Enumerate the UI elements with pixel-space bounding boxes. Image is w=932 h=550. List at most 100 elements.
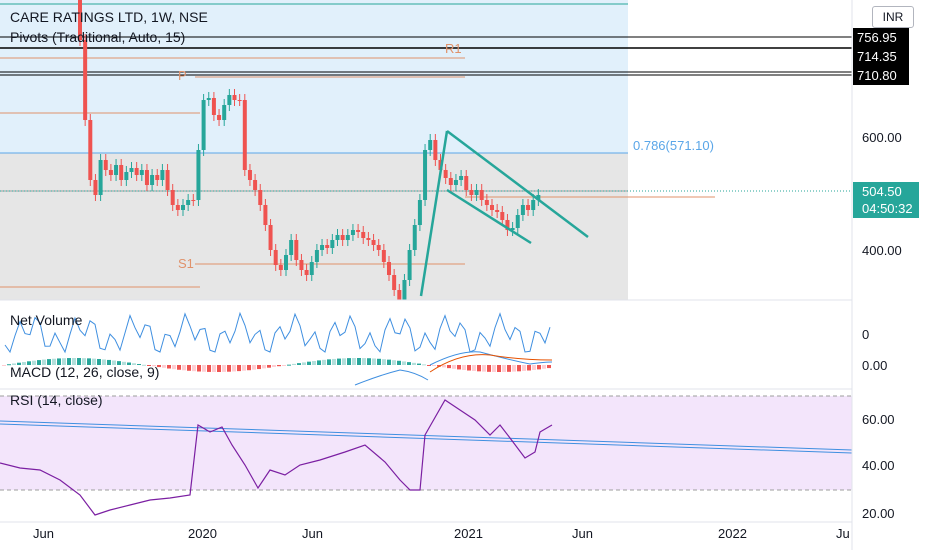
macd-bar [97,358,101,365]
macd-bar [152,365,156,367]
candle-body [469,190,474,195]
macd-bar [537,365,541,370]
macd-bar [92,358,96,365]
candle-body [181,205,185,210]
macd-bar [512,365,516,372]
candle-body [237,100,242,101]
macd-bar [262,365,266,369]
net-volume-legend[interactable]: Net Volume [10,312,83,328]
candle-body [98,160,103,195]
time-label-2020: 2020 [188,526,217,541]
rsi-axis-label-40: 40.00 [862,458,895,473]
time-label-jun-2019: Jun [33,526,54,541]
macd-bar [217,365,221,372]
macd-bar [327,359,331,365]
macd-bar [202,365,206,372]
macd-bar [482,365,486,372]
macd-bar [57,358,61,365]
price-level-tag-3[interactable]: 710.80 [853,66,909,85]
macd-bar [197,365,201,372]
candle-body [88,120,93,180]
macd-bar [457,365,461,370]
macd-bar [147,365,151,366]
candle-body [356,230,361,232]
candle-body [453,180,458,185]
candle-body [320,245,325,250]
candle-body [114,165,119,175]
macd-legend[interactable]: MACD (12, 26, close, 9) [10,364,160,380]
candle-body [381,250,386,262]
macd-bar [267,365,271,368]
candle-body [350,230,355,235]
macd-bar [467,365,471,371]
time-label-jun-2021: Jun [572,526,593,541]
macd-bar [472,365,476,371]
candle-body [284,255,288,270]
macd-bar [387,359,391,365]
candle-body [232,95,237,100]
rsi-trendline-b[interactable] [0,423,853,454]
macd-bar [367,358,371,365]
macd-bar [532,365,536,370]
macd-bar [522,365,526,371]
candle-body [253,180,258,190]
flag-upper-trendline[interactable] [446,130,589,238]
candle-body [201,100,206,150]
candle-body [335,235,340,240]
macd-bar [67,358,71,365]
macd-bar [172,365,176,370]
macd-bar [487,365,491,372]
candle-body [289,240,294,255]
macd-bar [452,365,456,369]
candle-body [93,180,98,195]
candle-body [423,150,428,200]
time-label-2022: 2022 [718,526,747,541]
candle-body [479,190,484,200]
macd-bar [112,360,116,365]
price-level-tag-2[interactable]: 714.35 [853,47,909,66]
macd-bar [52,358,56,365]
candle-body [304,270,309,275]
candle-body [459,176,464,180]
price-level-tag-1[interactable]: 756.95 [853,28,909,47]
pivot-label-s1: S1 [178,256,194,271]
candle-body [412,225,417,250]
candle-body [278,265,283,270]
candle-body [392,275,397,290]
pivot-label-r1: R1 [445,41,462,56]
time-label-2021: 2021 [454,526,483,541]
candle-body [129,168,134,172]
candle-body [78,0,82,40]
candle-body [211,98,216,115]
macd-bar [517,365,521,372]
candle-body [484,200,489,205]
macd-bar [347,358,351,365]
macd-bar [47,359,51,365]
macd-bar [242,365,246,371]
macd-bar [182,365,186,371]
current-price-tag[interactable]: 504.50 04:50:32 [853,182,919,218]
macd-bar [222,365,226,372]
currency-button[interactable]: INR [872,6,914,28]
macd-bar [42,359,46,365]
candle-body [134,168,139,175]
rsi-trendline-a[interactable] [0,420,853,451]
macd-bar [527,365,531,371]
candlestick-series[interactable] [78,0,541,300]
macd-bar [82,358,86,365]
macd-bar [137,364,141,366]
candle-body [490,205,494,210]
macd-bar [162,365,166,368]
candle-body [495,210,500,212]
macd-bar [402,361,406,365]
rsi-legend[interactable]: RSI (14, close) [10,392,103,408]
candle-body [520,205,525,215]
flag-lower-trendline[interactable] [446,188,532,245]
candle-body [510,228,515,230]
macd-bar [212,365,216,372]
macd-bar [37,360,41,365]
pivots-legend[interactable]: Pivots (Traditional, Auto, 15) [10,29,186,45]
symbol-title[interactable]: CARE RATINGS LTD, 1W, NSE [10,9,208,25]
macd-bar [442,365,446,368]
